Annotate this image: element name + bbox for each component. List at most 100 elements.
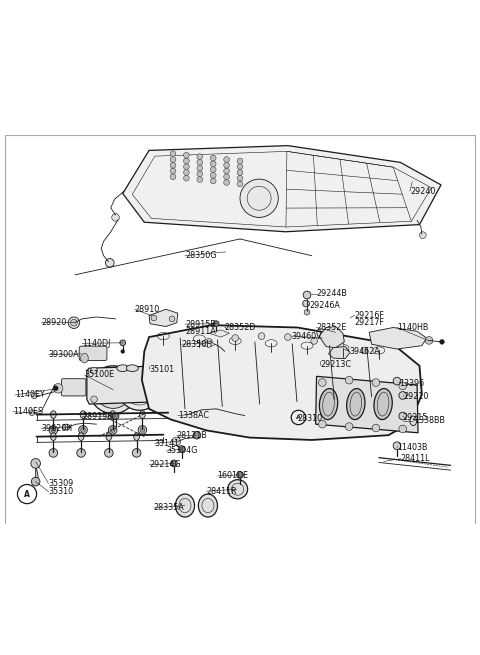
Polygon shape xyxy=(149,309,178,327)
Circle shape xyxy=(237,158,243,164)
Circle shape xyxy=(140,428,145,432)
Circle shape xyxy=(156,394,162,402)
Text: 39620H: 39620H xyxy=(41,424,72,433)
Circle shape xyxy=(183,176,189,181)
Text: 35100E: 35100E xyxy=(84,370,115,379)
Text: 29246A: 29246A xyxy=(310,301,340,310)
Text: 1338AC: 1338AC xyxy=(178,411,209,420)
Ellipse shape xyxy=(50,411,56,419)
Circle shape xyxy=(197,154,203,160)
Text: 29217F: 29217F xyxy=(355,318,385,327)
Text: 28350H: 28350H xyxy=(181,340,213,348)
Text: 28910: 28910 xyxy=(135,305,160,314)
Circle shape xyxy=(51,428,56,432)
Ellipse shape xyxy=(193,432,201,439)
Circle shape xyxy=(151,315,157,321)
Ellipse shape xyxy=(106,433,112,440)
Text: 28310: 28310 xyxy=(298,414,323,423)
Circle shape xyxy=(183,164,189,170)
Circle shape xyxy=(372,379,380,386)
Ellipse shape xyxy=(118,367,161,410)
Polygon shape xyxy=(123,145,441,232)
Circle shape xyxy=(197,171,203,177)
Ellipse shape xyxy=(50,433,56,440)
Circle shape xyxy=(170,460,177,467)
Circle shape xyxy=(138,426,147,434)
Polygon shape xyxy=(319,327,344,348)
Text: 1601DE: 1601DE xyxy=(217,472,249,480)
Polygon shape xyxy=(369,328,427,349)
Text: A: A xyxy=(24,489,30,498)
FancyBboxPatch shape xyxy=(79,346,107,360)
Text: 35101: 35101 xyxy=(149,365,174,373)
Circle shape xyxy=(29,410,35,415)
Polygon shape xyxy=(316,377,418,433)
Circle shape xyxy=(112,214,120,221)
Circle shape xyxy=(197,177,203,183)
Ellipse shape xyxy=(78,433,84,440)
Circle shape xyxy=(169,316,175,322)
Text: 29215: 29215 xyxy=(403,413,428,422)
Polygon shape xyxy=(87,365,166,404)
Circle shape xyxy=(197,165,203,171)
Circle shape xyxy=(31,458,40,468)
Circle shape xyxy=(319,421,326,428)
Polygon shape xyxy=(202,341,215,348)
Text: 29244B: 29244B xyxy=(317,290,348,299)
Circle shape xyxy=(399,382,407,390)
Circle shape xyxy=(170,162,176,168)
Ellipse shape xyxy=(347,388,365,420)
Circle shape xyxy=(156,365,162,373)
Circle shape xyxy=(71,320,77,326)
Text: 1140HB: 1140HB xyxy=(397,323,428,332)
Ellipse shape xyxy=(140,411,145,419)
Circle shape xyxy=(120,340,126,346)
Text: 28352D: 28352D xyxy=(225,322,256,331)
Text: 35310: 35310 xyxy=(48,487,74,496)
Circle shape xyxy=(210,178,216,184)
Text: 28915B: 28915B xyxy=(82,412,113,421)
Circle shape xyxy=(237,170,243,176)
Circle shape xyxy=(440,339,444,345)
Circle shape xyxy=(170,174,176,179)
Circle shape xyxy=(183,153,189,158)
Circle shape xyxy=(224,179,229,185)
Circle shape xyxy=(68,317,80,328)
Circle shape xyxy=(170,157,176,162)
Circle shape xyxy=(31,393,37,399)
Text: 29240: 29240 xyxy=(410,187,435,196)
Circle shape xyxy=(425,337,433,345)
Circle shape xyxy=(77,449,85,457)
Text: 11403B: 11403B xyxy=(397,443,428,452)
Circle shape xyxy=(399,425,407,433)
Circle shape xyxy=(393,442,401,449)
Circle shape xyxy=(237,176,243,181)
Text: 29210: 29210 xyxy=(404,392,429,401)
Text: 39462A: 39462A xyxy=(349,347,380,356)
Circle shape xyxy=(399,412,407,420)
Circle shape xyxy=(304,309,310,315)
Circle shape xyxy=(285,333,291,341)
Circle shape xyxy=(210,161,216,166)
Circle shape xyxy=(53,383,63,393)
Circle shape xyxy=(224,168,229,174)
Polygon shape xyxy=(33,464,38,481)
Circle shape xyxy=(108,426,117,434)
Circle shape xyxy=(210,155,216,161)
Polygon shape xyxy=(328,346,350,358)
Text: 28911A: 28911A xyxy=(185,328,216,336)
Ellipse shape xyxy=(117,365,129,371)
Text: 29216F: 29216F xyxy=(355,310,385,320)
Circle shape xyxy=(213,321,219,327)
Circle shape xyxy=(81,428,85,432)
Circle shape xyxy=(49,449,58,457)
Ellipse shape xyxy=(228,479,248,499)
Text: 1140DJ: 1140DJ xyxy=(82,339,110,348)
Ellipse shape xyxy=(410,416,417,426)
Circle shape xyxy=(237,181,243,187)
Text: 28335A: 28335A xyxy=(154,504,185,512)
Text: 28411L: 28411L xyxy=(401,454,430,463)
Circle shape xyxy=(183,170,189,176)
Circle shape xyxy=(91,396,97,403)
Text: 28411R: 28411R xyxy=(206,487,237,496)
